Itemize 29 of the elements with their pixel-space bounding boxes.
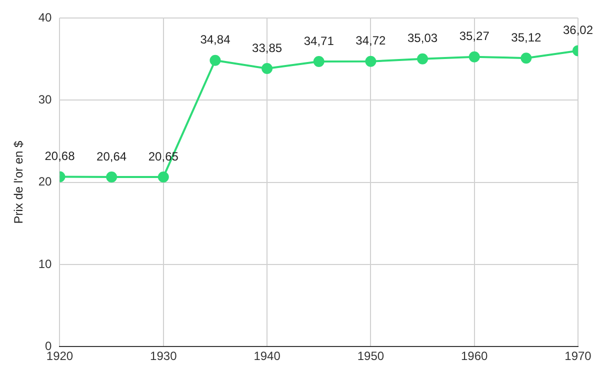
x-tick-label: 1950 xyxy=(357,349,384,364)
data-label: 34,84 xyxy=(200,32,231,47)
point xyxy=(210,54,221,66)
data-label: 35,12 xyxy=(511,30,542,44)
y-tick-label: 30 xyxy=(38,92,52,106)
x-tick-label: 1940 xyxy=(254,349,281,364)
point xyxy=(313,56,324,67)
point xyxy=(365,56,376,67)
y-tick-label: 20 xyxy=(38,174,52,189)
data-label: 35,27 xyxy=(459,29,490,44)
data-label: 34,71 xyxy=(304,34,334,48)
point xyxy=(520,52,532,64)
point xyxy=(468,51,480,62)
x-tick-label: 1930 xyxy=(150,349,178,364)
data-label: 35,03 xyxy=(408,31,438,46)
point xyxy=(262,63,273,74)
data-label: 20,64 xyxy=(96,149,127,164)
data-label: 34,72 xyxy=(356,34,386,48)
point xyxy=(417,53,428,64)
point xyxy=(106,172,118,183)
y-tick-label: 10 xyxy=(38,256,52,271)
data-label: 20,68 xyxy=(44,149,76,164)
x-tick-label: 1960 xyxy=(461,349,488,364)
x-tick-label: 1970 xyxy=(564,349,592,364)
y-axis-title: Prix de l'or en $ xyxy=(12,140,26,224)
point xyxy=(158,171,169,182)
data-label: 33,85 xyxy=(252,40,282,55)
y-tick-label: 40 xyxy=(38,10,52,24)
data-label: 36,02 xyxy=(562,23,594,38)
